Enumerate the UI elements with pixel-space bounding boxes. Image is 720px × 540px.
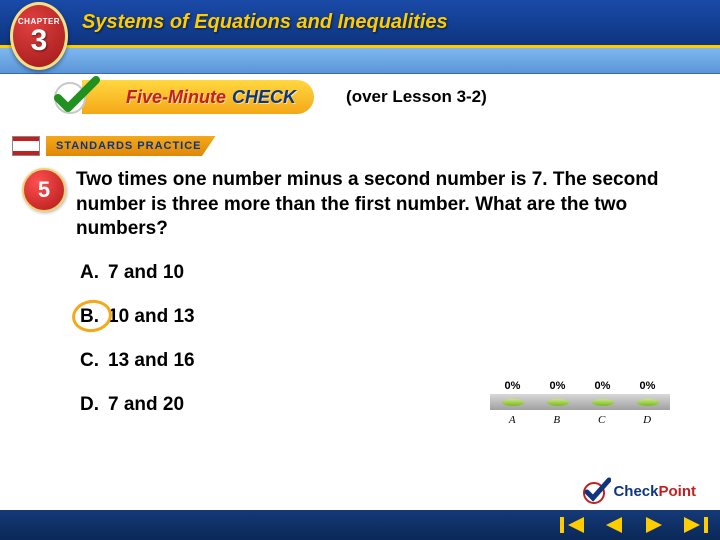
checkpoint-text2: Point — [659, 483, 697, 500]
question-row: 5 Two times one number minus a second nu… — [22, 168, 720, 242]
vote-bar-b — [547, 399, 569, 406]
chapter-number: 3 — [31, 26, 48, 56]
answer-option-a[interactable]: A. 7 and 10 — [80, 262, 720, 284]
vote-lbl-a: A — [509, 414, 516, 426]
sub-header-band — [0, 48, 720, 74]
vote-label-row: A B C D — [490, 414, 670, 426]
answer-letter: D. — [80, 394, 108, 416]
vote-lbl-b: B — [553, 414, 560, 426]
nav-first-button[interactable] — [558, 515, 590, 535]
answer-text: 7 and 20 — [108, 394, 184, 416]
question-number: 5 — [38, 177, 50, 203]
answer-option-b[interactable]: B. 10 and 13 — [80, 306, 720, 328]
chapter-header: CHAPTER 3 Systems of Equations and Inequ… — [0, 0, 720, 48]
question-number-badge: 5 — [22, 168, 66, 212]
vote-pct-c: 0% — [595, 380, 611, 392]
checkpoint-check-icon — [581, 476, 611, 506]
lesson-reference: (over Lesson 3-2) — [346, 87, 487, 107]
vote-bar-track — [490, 394, 670, 410]
vote-percent-row: 0% 0% 0% 0% — [490, 380, 670, 392]
answer-option-c[interactable]: C. 13 and 16 — [80, 350, 720, 372]
vote-bar-d — [637, 399, 659, 406]
answer-text: 13 and 16 — [108, 350, 195, 372]
vote-pct-a: 0% — [505, 380, 521, 392]
answer-letter: C. — [80, 350, 108, 372]
california-flag-icon — [12, 136, 40, 156]
vote-pct-d: 0% — [640, 380, 656, 392]
vote-bar-a — [502, 399, 524, 406]
five-minute-text: Five-Minute — [126, 87, 226, 108]
nav-prev-button[interactable] — [598, 515, 630, 535]
answer-text: 7 and 10 — [108, 262, 184, 284]
five-minute-check-row: Five-Minute CHECK (over Lesson 3-2) — [0, 76, 720, 118]
standards-practice-label: STANDARDS PRACTICE — [46, 136, 216, 156]
vote-lbl-c: C — [598, 414, 605, 426]
chapter-badge: CHAPTER 3 — [10, 2, 68, 70]
answer-text: 10 and 13 — [108, 306, 195, 328]
check-text: CHECK — [232, 87, 296, 108]
vote-lbl-d: D — [643, 414, 651, 426]
chapter-title: Systems of Equations and Inequalities — [82, 11, 448, 34]
checkpoint-text1: Check — [613, 483, 658, 500]
vote-chart: 0% 0% 0% 0% A B C D — [490, 380, 670, 442]
vote-bar-c — [592, 399, 614, 406]
nav-bar — [0, 510, 720, 540]
nav-last-button[interactable] — [678, 515, 710, 535]
answer-letter: A. — [80, 262, 108, 284]
checkpoint-logo: CheckPoint — [581, 476, 696, 506]
correct-ring-icon — [70, 297, 114, 334]
question-text: Two times one number minus a second numb… — [76, 168, 690, 242]
checkmark-icon — [48, 76, 104, 120]
vote-pct-b: 0% — [550, 380, 566, 392]
five-minute-check-banner: Five-Minute CHECK — [82, 80, 314, 114]
nav-next-button[interactable] — [638, 515, 670, 535]
standards-practice-row: STANDARDS PRACTICE — [12, 136, 720, 156]
